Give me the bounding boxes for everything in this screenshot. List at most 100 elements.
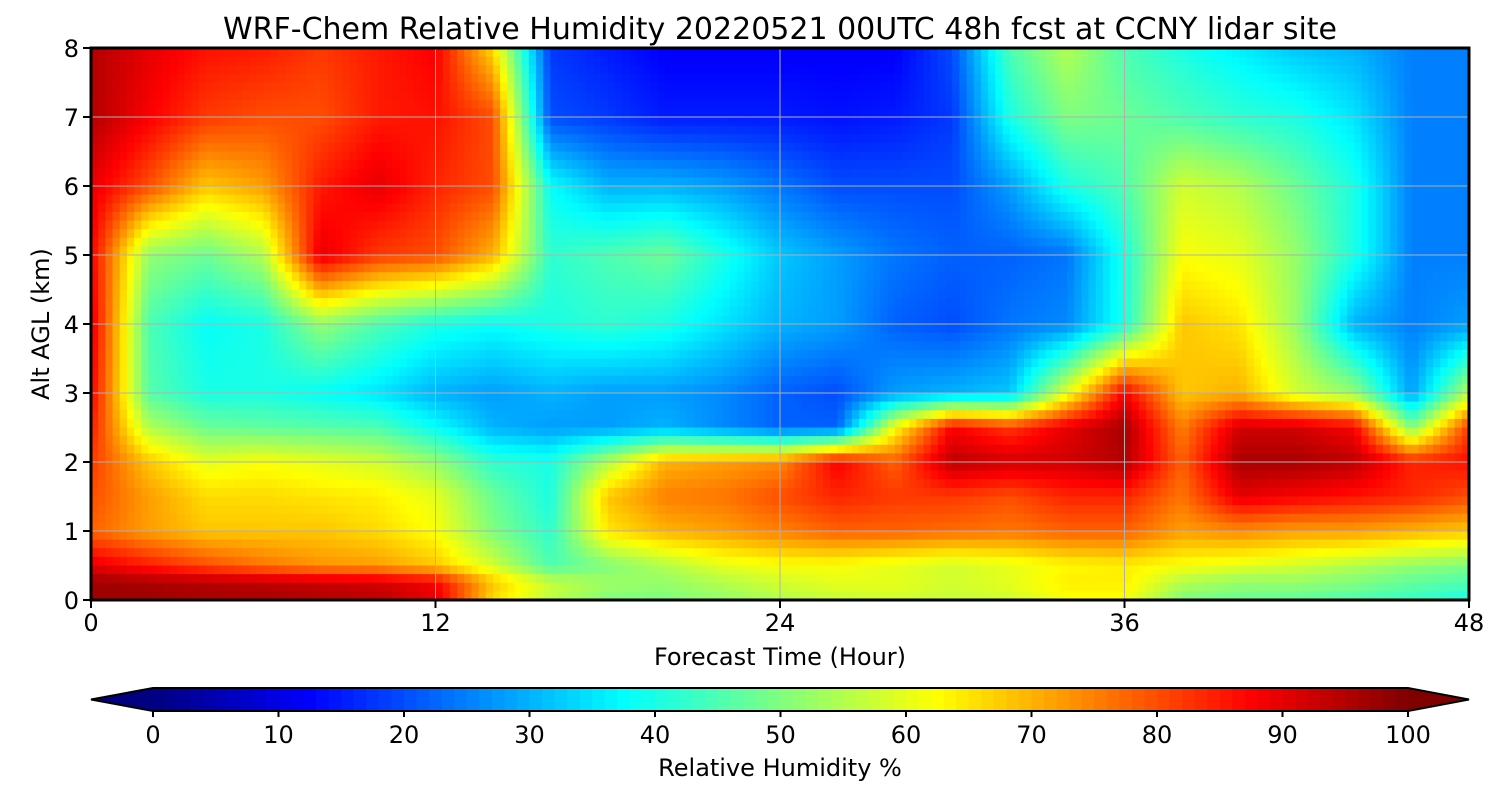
heatmap-cell (787, 160, 795, 170)
heatmap-cell (722, 108, 731, 118)
heatmap-cell (772, 73, 781, 84)
heatmap-cell (248, 237, 257, 247)
heatmap-cell (1404, 263, 1413, 273)
heatmap-cell (557, 177, 566, 187)
heatmap-cell (1375, 255, 1384, 265)
heatmap-cell (500, 65, 508, 75)
heatmap-cell (1124, 56, 1133, 66)
heatmap-cell (105, 177, 114, 187)
heatmap-cell (98, 237, 106, 247)
heatmap-cell (134, 65, 142, 75)
heatmap-cell (378, 56, 386, 66)
heatmap-cell (1052, 177, 1061, 187)
heatmap-cell (1189, 160, 1197, 170)
heatmap-cell (1095, 203, 1104, 213)
heatmap-cell (98, 99, 106, 109)
heatmap-cell (413, 99, 422, 109)
heatmap-cell (1318, 177, 1327, 187)
heatmap-cell (1447, 168, 1456, 178)
heatmap-cell (1110, 263, 1118, 273)
heatmap-cell (1368, 91, 1377, 101)
heatmap-cell (1131, 237, 1140, 247)
heatmap-cell (1282, 117, 1291, 127)
heatmap-cell (1318, 142, 1327, 153)
heatmap-cell (643, 73, 652, 84)
heatmap-cell (112, 168, 121, 178)
heatmap-cell (485, 246, 494, 256)
heatmap-cell (363, 211, 372, 222)
heatmap-cell (894, 220, 903, 230)
heatmap-cell (349, 48, 358, 58)
heatmap-cell (1038, 194, 1047, 204)
heatmap-cell (1088, 168, 1097, 178)
heatmap-cell (1325, 177, 1334, 187)
heatmap-cell (1397, 117, 1406, 127)
heatmap-cell (887, 160, 896, 170)
heatmap-cell (1303, 108, 1312, 118)
heatmap-cell (1461, 237, 1470, 247)
heatmap-cell (162, 186, 171, 196)
heatmap-cell (464, 99, 472, 109)
heatmap-cell (830, 65, 839, 75)
heatmap-cell (241, 117, 250, 127)
heatmap-cell (1440, 203, 1449, 213)
heatmap-cell (887, 142, 896, 153)
heatmap-cell (1160, 186, 1169, 196)
heatmap-cell (464, 211, 472, 222)
heatmap-cell (406, 125, 415, 135)
heatmap-cell (916, 117, 925, 127)
heatmap-cell (1102, 263, 1111, 273)
heatmap-cell (1110, 108, 1118, 118)
heatmap-cell (1296, 91, 1305, 101)
heatmap-cell (227, 203, 236, 213)
heatmap-cell (1339, 160, 1348, 170)
heatmap-cell (241, 73, 250, 84)
heatmap-cell (1038, 186, 1047, 196)
heatmap-cell (413, 117, 422, 127)
heatmap-cell (1332, 186, 1341, 196)
heatmap-cell (1325, 151, 1334, 161)
heatmap-cell (356, 237, 365, 247)
heatmap-cell (492, 142, 501, 153)
heatmap-cell (1232, 125, 1240, 135)
heatmap-cell (858, 263, 867, 273)
heatmap-cell (586, 186, 594, 196)
heatmap-cell (1074, 177, 1083, 187)
heatmap-cell (593, 186, 602, 196)
heatmap-cell (1189, 134, 1197, 144)
heatmap-cell (729, 73, 738, 84)
heatmap-cell (155, 108, 164, 118)
heatmap-cell (248, 56, 257, 66)
heatmap-cell (1418, 246, 1427, 256)
heatmap-cell (1009, 134, 1018, 144)
heatmap-cell (1210, 125, 1219, 135)
heatmap-cell (858, 177, 867, 187)
heatmap-cell (1397, 186, 1406, 196)
heatmap-cell (141, 56, 150, 66)
heatmap-cell (794, 91, 803, 101)
heatmap-cell (442, 263, 451, 273)
heatmap-cell (471, 48, 480, 58)
heatmap-cell (722, 142, 731, 153)
heatmap-cell (313, 168, 322, 178)
heatmap-cell (607, 194, 616, 204)
heatmap-cell (1325, 91, 1334, 101)
heatmap-cell (349, 108, 358, 118)
heatmap-cell (787, 48, 795, 58)
heatmap-cell (313, 108, 322, 118)
heatmap-cell (1052, 151, 1061, 161)
heatmap-cell (514, 263, 523, 273)
heatmap-cell (1311, 65, 1319, 75)
heatmap-cell (1009, 117, 1018, 127)
heatmap-cell (1332, 168, 1341, 178)
heatmap-cell (98, 229, 106, 239)
heatmap-cell (1440, 117, 1449, 127)
heatmap-cell (1325, 203, 1334, 213)
heatmap-cell (995, 177, 1004, 187)
heatmap-cell (1418, 73, 1427, 84)
heatmap-cell (586, 48, 594, 58)
heatmap-cell (1095, 186, 1104, 196)
heatmap-cell (1052, 263, 1061, 273)
heatmap-cell (1454, 73, 1463, 84)
heatmap-cell (787, 177, 795, 187)
